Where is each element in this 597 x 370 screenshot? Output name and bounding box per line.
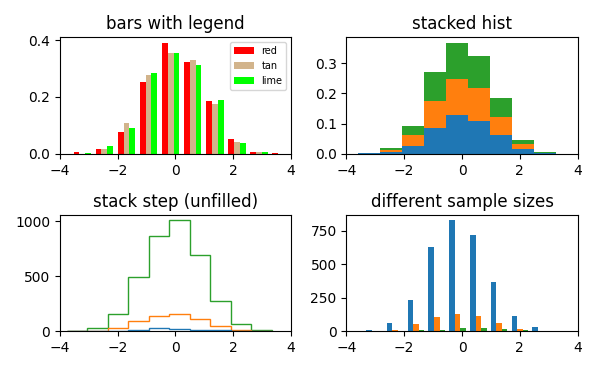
Bar — [162, 43, 168, 154]
Bar — [460, 328, 466, 331]
Bar — [107, 146, 113, 154]
Bar — [512, 149, 534, 154]
Bar — [387, 323, 392, 331]
Bar — [130, 128, 136, 154]
Bar — [455, 314, 460, 331]
Bar — [534, 153, 556, 154]
Bar — [470, 235, 476, 331]
Bar — [476, 316, 481, 331]
Bar — [380, 150, 402, 152]
Bar — [449, 221, 455, 331]
Bar — [73, 152, 79, 154]
Bar — [402, 135, 424, 146]
Bar — [152, 73, 158, 154]
Bar — [206, 101, 212, 154]
Bar — [490, 135, 512, 154]
Bar — [402, 146, 424, 154]
Bar — [424, 72, 446, 101]
Bar — [490, 98, 512, 117]
Bar — [446, 79, 468, 115]
Bar — [496, 323, 502, 331]
Bar — [481, 328, 487, 331]
Bar — [512, 141, 534, 144]
Bar — [468, 57, 490, 88]
Bar — [234, 142, 240, 154]
Bar — [196, 65, 202, 154]
Bar — [218, 100, 223, 154]
Bar — [468, 88, 490, 121]
Bar — [380, 148, 402, 150]
Bar — [446, 43, 468, 79]
Title: stack step (unfilled): stack step (unfilled) — [93, 192, 258, 211]
Bar — [380, 152, 402, 154]
Bar — [424, 101, 446, 128]
Bar — [262, 152, 267, 154]
Title: different sample sizes: different sample sizes — [371, 192, 553, 211]
Bar — [228, 139, 234, 154]
Bar — [490, 117, 512, 135]
Title: bars with legend: bars with legend — [106, 15, 245, 33]
Bar — [402, 126, 424, 135]
Bar — [434, 316, 439, 331]
Bar — [250, 152, 256, 154]
Bar — [512, 144, 534, 149]
Bar — [174, 53, 180, 154]
Bar — [240, 142, 245, 154]
Bar — [212, 104, 218, 154]
Bar — [413, 324, 418, 331]
Legend: red, tan, lime: red, tan, lime — [230, 42, 286, 90]
Bar — [168, 53, 174, 154]
Bar — [146, 75, 152, 154]
Bar — [418, 330, 424, 331]
Bar — [512, 316, 517, 331]
Bar — [424, 128, 446, 154]
Bar — [429, 246, 434, 331]
Bar — [408, 300, 413, 331]
Bar — [101, 149, 107, 154]
Bar — [517, 329, 522, 331]
Bar — [439, 330, 445, 331]
Bar — [468, 121, 490, 154]
Bar — [392, 330, 398, 331]
Bar — [118, 132, 124, 154]
Bar — [124, 123, 130, 154]
Bar — [85, 153, 91, 154]
Title: stacked hist: stacked hist — [412, 15, 512, 33]
Bar — [184, 62, 190, 154]
Bar — [140, 83, 146, 154]
Bar — [502, 329, 507, 331]
Bar — [96, 149, 101, 154]
Bar — [491, 282, 496, 331]
Bar — [358, 153, 380, 154]
Bar — [446, 115, 468, 154]
Bar — [256, 152, 262, 154]
Bar — [534, 152, 556, 153]
Bar — [533, 327, 538, 331]
Bar — [522, 330, 528, 331]
Bar — [272, 153, 278, 154]
Bar — [366, 330, 372, 331]
Bar — [190, 60, 196, 154]
